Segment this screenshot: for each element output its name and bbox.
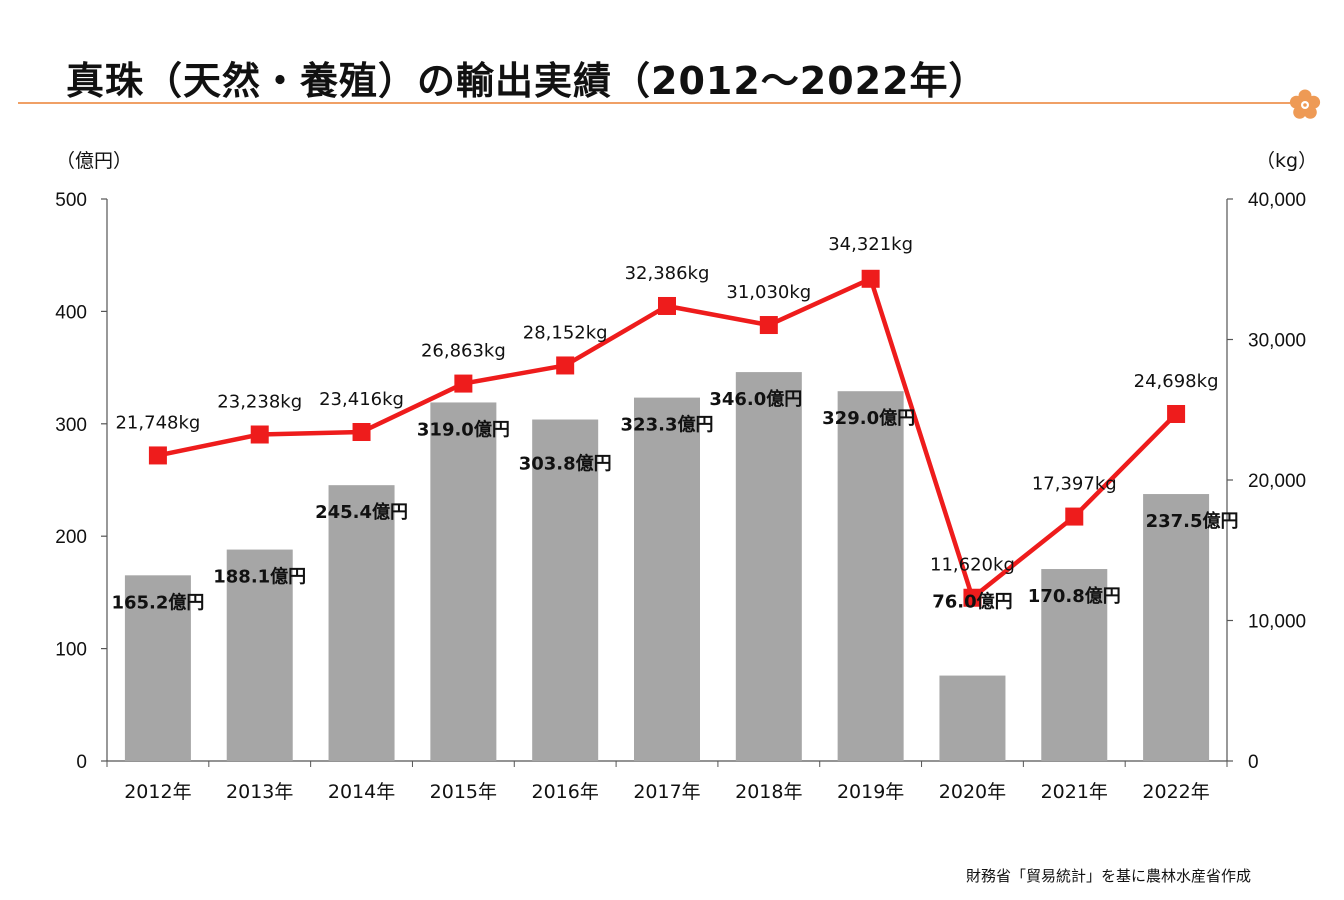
line-value-label: 32,386kg <box>625 263 710 284</box>
bar-value-label: 329.0億円 <box>822 407 915 429</box>
bar-value-label: 165.2億円 <box>111 591 204 613</box>
line-point <box>250 425 269 444</box>
bar-value-label: 346.0億円 <box>709 388 802 410</box>
x-tick-label: 2017年 <box>633 781 700 803</box>
ume-flower-icon <box>1289 89 1321 119</box>
bar <box>735 372 802 761</box>
x-tick-label: 2018年 <box>735 781 802 803</box>
bar-value-label: 303.8億円 <box>519 453 612 475</box>
bar <box>634 397 700 761</box>
line-point <box>759 316 778 335</box>
line-value-label: 34,321kg <box>828 234 913 255</box>
line-value-label: 28,152kg <box>523 322 608 343</box>
bar-series <box>124 372 1210 761</box>
line-point <box>963 588 982 607</box>
x-tick-label: 2014年 <box>328 781 395 803</box>
right-tick-label: 20,000 <box>1248 471 1306 492</box>
x-tick-label: 2015年 <box>430 781 497 803</box>
line-value-label: 26,863kg <box>421 341 506 362</box>
x-tick-label: 2013年 <box>226 781 293 803</box>
left-tick-label: 100 <box>55 640 87 661</box>
line-point <box>148 446 167 465</box>
title-underline <box>18 102 1290 104</box>
line-value-label: 31,030kg <box>726 282 811 303</box>
left-axis-unit: （億円） <box>56 150 133 172</box>
bar-value-label: 188.1億円 <box>213 566 306 588</box>
left-tick-label: 400 <box>55 302 87 323</box>
line-value-label: 21,748kg <box>115 412 200 433</box>
line-point <box>1065 507 1084 526</box>
bar-value-label: 76.0億円 <box>932 591 1012 613</box>
right-axis-unit: （kg） <box>1256 150 1318 172</box>
bar <box>1143 494 1210 761</box>
bar <box>837 391 904 761</box>
line-value-label: 23,238kg <box>217 392 302 413</box>
line-point <box>1167 404 1186 423</box>
right-tick-label: 10,000 <box>1248 612 1306 633</box>
bar <box>430 402 497 761</box>
right-tick-label: 0 <box>1248 752 1259 773</box>
right-tick-label: 30,000 <box>1248 331 1306 352</box>
x-tick-label: 2022年 <box>1142 781 1209 803</box>
left-tick-label: 0 <box>76 752 87 773</box>
left-tick-label: 300 <box>55 415 87 436</box>
bar <box>939 675 1006 761</box>
bar <box>226 549 293 761</box>
bar <box>1041 569 1108 761</box>
line-point <box>861 269 880 288</box>
data-labels: 165.2億円 188.1億円 245.4億円 319.0億円 303.8億円 323.3… <box>111 234 1238 614</box>
bar <box>328 485 395 761</box>
line-value-label: 11,620kg <box>930 555 1015 576</box>
source-note: 財務省「貿易統計」を基に農林水産省作成 <box>966 867 1252 885</box>
bar <box>124 575 191 761</box>
bar-value-label: 245.4億円 <box>315 501 408 523</box>
bar-value-label: 319.0億円 <box>417 418 510 440</box>
right-tick-label: 40,000 <box>1248 190 1306 211</box>
line-value-label: 24,698kg <box>1134 371 1219 392</box>
line-point <box>352 423 371 442</box>
bar-value-label: 323.3億円 <box>621 414 714 436</box>
line-value-label: 23,416kg <box>319 389 404 410</box>
x-tick-label: 2016年 <box>532 781 599 803</box>
page-title: 真珠（天然・養殖）の輸出実績（2012～2022年） <box>66 59 988 103</box>
line-series <box>148 269 1186 607</box>
chart-axes: 0 100 200 300 400 500 0 10,000 20,000 30,000 40,00… <box>55 190 1306 803</box>
bar <box>532 419 599 761</box>
bar-value-label: 170.8億円 <box>1028 585 1121 607</box>
x-tick-label: 2020年 <box>939 781 1006 803</box>
line-value-label: 17,397kg <box>1032 474 1117 495</box>
left-tick-label: 200 <box>55 527 87 548</box>
line-point <box>658 296 676 315</box>
x-tick-label: 2019年 <box>837 781 904 803</box>
line-point <box>454 374 473 393</box>
bar-value-label: 237.5億円 <box>1146 510 1239 532</box>
x-tick-label: 2012年 <box>124 781 191 803</box>
line-point <box>556 356 575 375</box>
x-tick-label: 2021年 <box>1041 781 1108 803</box>
left-tick-label: 500 <box>55 190 87 211</box>
